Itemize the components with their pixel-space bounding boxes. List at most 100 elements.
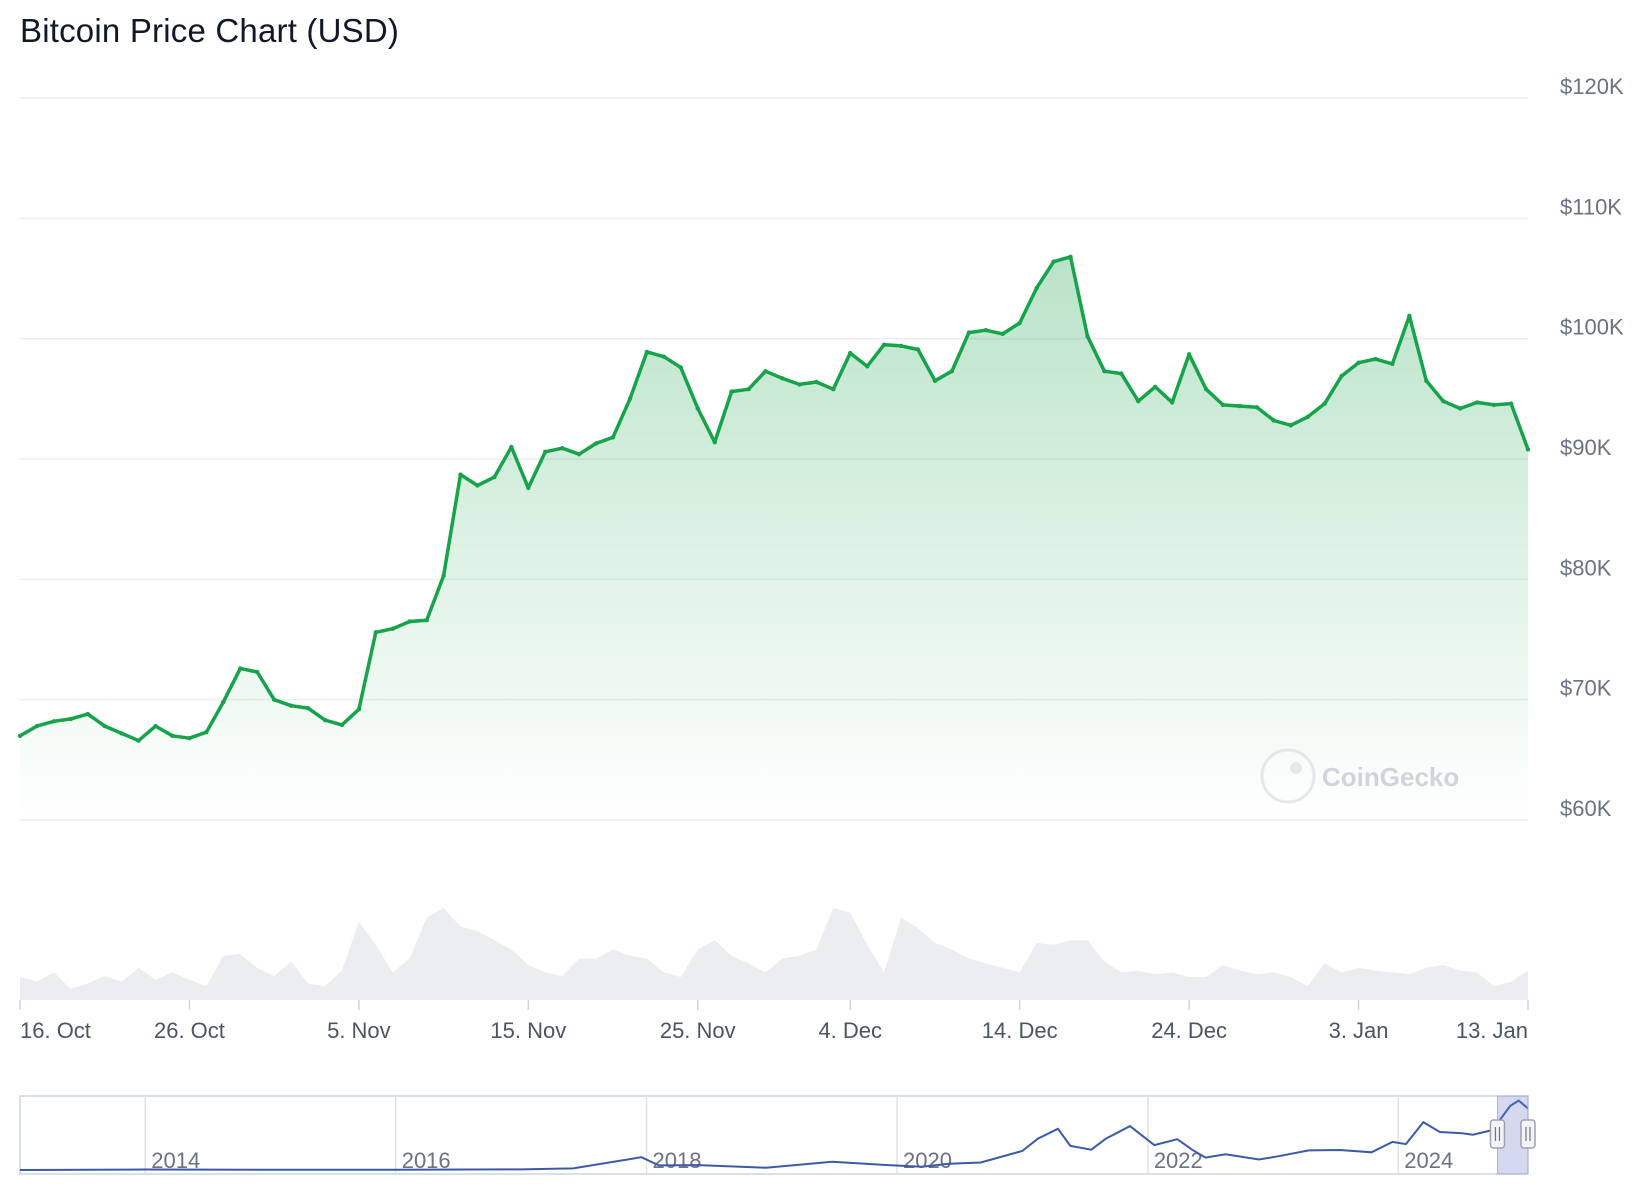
price-point[interactable] <box>1017 320 1022 326</box>
price-series[interactable] <box>17 254 1531 820</box>
price-point[interactable] <box>678 365 683 370</box>
price-point[interactable] <box>915 347 921 352</box>
price-point[interactable] <box>68 716 74 722</box>
price-point[interactable] <box>272 697 277 702</box>
price-point[interactable] <box>1220 402 1226 408</box>
price-point[interactable] <box>576 452 582 457</box>
range-navigator[interactable]: 2014 2016 2018 2020 2022 2024 <box>19 1095 1536 1175</box>
price-point[interactable] <box>424 618 429 623</box>
x-tick-label: 25. Nov <box>660 1018 736 1043</box>
price-point[interactable] <box>1119 371 1124 376</box>
price-point[interactable] <box>644 349 650 355</box>
price-point[interactable] <box>238 666 243 671</box>
price-point[interactable] <box>1475 400 1480 405</box>
price-point[interactable] <box>339 722 345 728</box>
price-point[interactable] <box>221 699 226 705</box>
price-point[interactable] <box>1508 401 1514 406</box>
price-point[interactable] <box>407 619 412 624</box>
price-point[interactable] <box>1085 334 1090 339</box>
price-point[interactable] <box>881 342 887 347</box>
price-point[interactable] <box>1305 414 1310 420</box>
price-point[interactable] <box>1034 285 1039 291</box>
price-point[interactable] <box>932 378 938 383</box>
price-point[interactable] <box>1322 401 1327 406</box>
price-point[interactable] <box>1407 313 1412 318</box>
price-point[interactable] <box>390 626 395 631</box>
price-point[interactable] <box>1373 356 1378 362</box>
price-point[interactable] <box>695 406 700 411</box>
price-point[interactable] <box>119 731 124 736</box>
price-point[interactable] <box>712 440 717 445</box>
price-point[interactable] <box>34 723 40 729</box>
price-point[interactable] <box>1203 387 1209 392</box>
price-point[interactable] <box>865 364 870 369</box>
price-point[interactable] <box>492 474 497 480</box>
price-point[interactable] <box>627 396 633 401</box>
price-point[interactable] <box>543 449 548 454</box>
price-point[interactable] <box>102 723 107 729</box>
price-point[interactable] <box>1491 402 1497 408</box>
price-line[interactable] <box>18 255 1530 743</box>
price-point[interactable] <box>475 483 480 488</box>
price-point[interactable] <box>610 435 616 440</box>
price-point[interactable] <box>526 485 531 491</box>
price-point[interactable] <box>51 719 57 724</box>
price-point[interactable] <box>797 382 802 387</box>
price-point[interactable] <box>966 330 972 335</box>
price-point[interactable] <box>1051 259 1056 264</box>
price-point[interactable] <box>187 736 192 741</box>
price-point[interactable] <box>1186 352 1192 357</box>
navigator-right-handle[interactable] <box>1520 1119 1536 1149</box>
price-point[interactable] <box>1458 406 1463 411</box>
price-point[interactable] <box>1525 447 1531 452</box>
price-point[interactable] <box>1441 399 1446 404</box>
price-point[interactable] <box>17 733 23 738</box>
price-point[interactable] <box>1170 400 1175 405</box>
x-tick-label: 15. Nov <box>490 1018 566 1043</box>
navigator-left-handle[interactable] <box>1489 1119 1506 1149</box>
price-point[interactable] <box>949 369 955 374</box>
price-point[interactable] <box>560 446 565 451</box>
price-point[interactable] <box>85 711 91 717</box>
price-point[interactable] <box>1000 331 1005 337</box>
price-point[interactable] <box>1288 423 1294 428</box>
watermark-text: CoinGecko <box>1322 762 1459 792</box>
price-point[interactable] <box>661 354 667 359</box>
price-point[interactable] <box>780 376 785 381</box>
price-point[interactable] <box>831 387 836 392</box>
x-tick-label: 13. Jan <box>1456 1018 1528 1043</box>
price-point[interactable] <box>983 328 988 333</box>
price-point[interactable] <box>1339 373 1344 379</box>
price-point[interactable] <box>509 444 514 450</box>
price-point[interactable] <box>729 389 734 394</box>
price-point[interactable] <box>136 738 141 743</box>
price-point[interactable] <box>356 707 362 712</box>
price-point[interactable] <box>593 441 599 446</box>
price-point[interactable] <box>1136 399 1141 404</box>
price-point[interactable] <box>204 730 209 735</box>
price-point[interactable] <box>458 472 463 477</box>
price-point[interactable] <box>1254 405 1260 410</box>
price-point[interactable] <box>814 379 819 385</box>
price-point[interactable] <box>1390 361 1395 367</box>
price-point[interactable] <box>1153 384 1158 389</box>
price-point[interactable] <box>1356 360 1361 365</box>
price-point[interactable] <box>170 733 175 738</box>
price-point[interactable] <box>746 387 751 392</box>
price-point[interactable] <box>1424 378 1429 383</box>
price-point[interactable] <box>898 343 904 349</box>
y-tick-label: $100K <box>1560 315 1624 340</box>
price-point[interactable] <box>373 630 378 635</box>
price-point[interactable] <box>1068 254 1073 259</box>
price-point[interactable] <box>322 717 328 723</box>
price-point[interactable] <box>763 369 768 374</box>
price-point[interactable] <box>255 669 260 675</box>
price-point[interactable] <box>848 350 853 356</box>
price-point[interactable] <box>1237 403 1243 409</box>
price-point[interactable] <box>1102 369 1107 374</box>
price-point[interactable] <box>441 573 446 578</box>
price-point[interactable] <box>305 705 311 711</box>
price-point[interactable] <box>288 703 294 708</box>
price-point[interactable] <box>153 723 158 729</box>
price-point[interactable] <box>1271 418 1277 423</box>
